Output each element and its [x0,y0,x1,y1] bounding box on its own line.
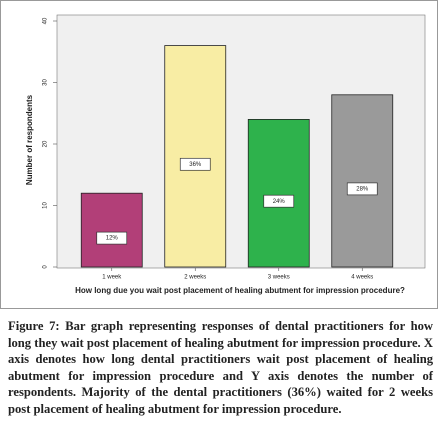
y-tick-label: 10 [43,202,49,209]
bar [164,45,227,268]
bar [80,192,143,268]
value-label: 24% [273,199,286,205]
y-tick-label: 40 [43,17,49,24]
caption: Figure 7: Bar graph representing respons… [8,319,433,416]
x-tick-label: 1 week [102,275,122,281]
value-label: 28% [356,186,369,192]
x-tick-label: 4 weeks [351,275,373,281]
value-label: 12% [106,236,119,242]
y-tick-label: 0 [43,265,49,269]
x-tick-label: 3 weeks [268,275,290,281]
y-axis-title: Number of respondents [25,94,34,185]
x-tick-label: 2 weeks [184,275,206,281]
chart: Number of respondents 0 10 20 30 40 1 week 12%… [0,0,438,309]
x-axis-title: How long due you wait post placement of … [75,286,405,295]
y-tick-label: 30 [43,79,49,86]
value-label: 36% [189,162,202,168]
y-tick-label: 20 [43,140,49,147]
value-label-box [179,157,211,171]
value-label-box [96,231,128,245]
value-label-box [346,182,378,196]
bar [331,94,394,268]
value-label-box [263,194,295,208]
bar [247,119,310,268]
